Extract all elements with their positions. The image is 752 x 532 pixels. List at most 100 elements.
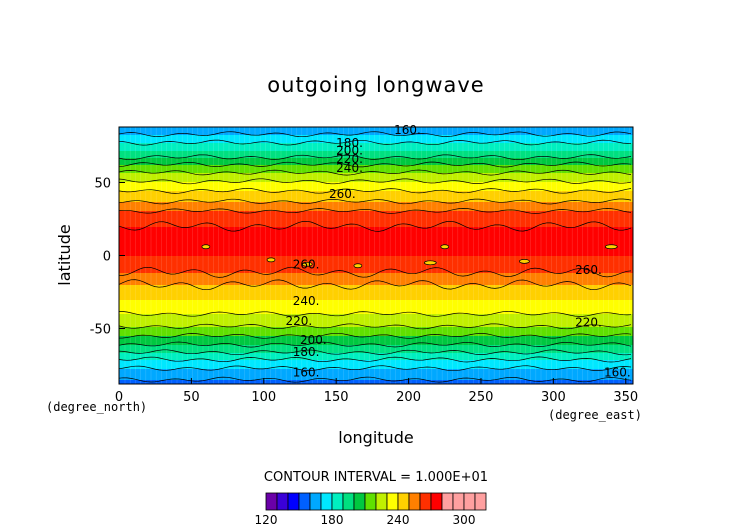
color-band	[119, 203, 633, 205]
color-band	[119, 195, 633, 197]
color-band	[119, 344, 633, 346]
color-band	[119, 373, 633, 375]
color-band	[119, 207, 633, 209]
color-band	[119, 275, 633, 277]
contour-label: 240.	[336, 161, 363, 175]
color-band	[119, 276, 633, 278]
color-band	[119, 312, 633, 314]
color-band	[119, 198, 633, 200]
color-band	[119, 219, 633, 221]
color-band	[119, 272, 633, 274]
color-band	[119, 337, 633, 339]
color-band	[119, 341, 633, 343]
color-band	[119, 163, 633, 165]
contour-line	[118, 376, 632, 383]
color-band	[119, 150, 633, 152]
color-band	[119, 305, 633, 307]
colorbar-swatch	[430, 492, 443, 511]
color-band	[119, 217, 633, 219]
color-band	[119, 243, 633, 245]
colorbar-tick-label: 240	[387, 513, 410, 527]
color-band	[119, 379, 633, 381]
color-band	[119, 147, 633, 149]
color-band	[119, 240, 633, 242]
color-band	[119, 375, 633, 377]
color-band	[119, 191, 633, 193]
color-band	[119, 135, 633, 137]
color-band	[119, 177, 633, 179]
color-band	[119, 262, 633, 264]
color-band	[119, 369, 633, 371]
color-band	[119, 320, 633, 322]
color-band	[119, 324, 633, 326]
contour-line	[118, 341, 632, 348]
color-band	[119, 238, 633, 240]
color-band	[119, 357, 633, 359]
x-tick-label: 50	[183, 390, 200, 405]
color-band	[119, 315, 633, 317]
color-band	[119, 153, 633, 155]
colorbar-swatch	[474, 492, 487, 511]
x-axis-title: longitude	[338, 428, 413, 447]
color-band	[119, 270, 633, 272]
color-band	[119, 282, 633, 284]
color-band	[119, 224, 633, 226]
contour-line	[118, 349, 632, 356]
color-band	[119, 335, 633, 337]
y-axis-title: latitude	[55, 224, 74, 285]
color-band	[119, 310, 633, 312]
color-band	[119, 299, 633, 301]
color-band	[119, 348, 633, 350]
contour-line	[118, 178, 632, 185]
color-band	[119, 202, 633, 204]
color-band	[119, 311, 633, 313]
contour-line	[118, 365, 632, 372]
color-band	[119, 168, 633, 170]
color-band	[119, 291, 633, 293]
color-band	[119, 201, 633, 203]
contour-label: 200.	[300, 333, 327, 347]
contour-blob	[519, 258, 530, 264]
color-band	[119, 258, 633, 260]
color-band	[119, 127, 633, 129]
contour-line	[118, 323, 632, 330]
contour-line	[118, 198, 632, 205]
color-band	[119, 231, 633, 233]
color-band	[119, 364, 633, 366]
color-band	[119, 144, 633, 146]
color-band	[119, 189, 633, 191]
contour-line	[118, 220, 632, 232]
contour-line	[118, 311, 632, 317]
contour-blob	[201, 244, 211, 250]
color-band	[119, 254, 633, 256]
contour-line	[118, 332, 632, 339]
color-band	[119, 183, 633, 185]
color-band	[119, 182, 633, 184]
color-band	[119, 382, 633, 384]
color-band	[119, 149, 633, 151]
contour-label: 200.	[336, 143, 363, 157]
color-band	[119, 298, 633, 300]
color-band	[119, 297, 633, 299]
color-band	[119, 152, 633, 154]
color-band	[119, 372, 633, 374]
color-band	[119, 133, 633, 135]
color-band	[119, 134, 633, 136]
color-band	[119, 285, 633, 287]
color-band	[119, 140, 633, 142]
color-band	[119, 223, 633, 225]
colorbar-swatch	[441, 492, 454, 511]
color-band	[119, 174, 633, 176]
contour-line	[118, 187, 632, 194]
color-band	[119, 284, 633, 286]
color-band	[119, 143, 633, 145]
color-band	[119, 378, 633, 380]
contour-label: 260.	[293, 257, 320, 271]
color-band	[119, 380, 633, 382]
color-band	[119, 220, 633, 222]
color-band	[119, 204, 633, 206]
color-band	[119, 330, 633, 332]
color-band	[119, 193, 633, 195]
color-band	[119, 249, 633, 251]
colorbar-swatch	[265, 492, 278, 511]
